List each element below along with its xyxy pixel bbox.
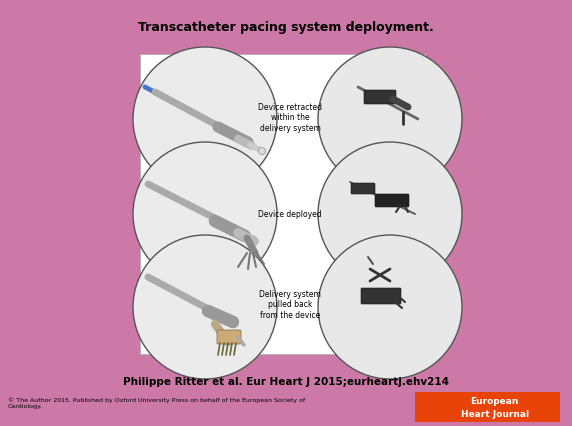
FancyBboxPatch shape	[364, 91, 396, 105]
Text: Delivery system
pulled back
from the device: Delivery system pulled back from the dev…	[259, 289, 321, 319]
Text: Philippe Ritter et al. Eur Heart J 2015;eurheartj.ehv214: Philippe Ritter et al. Eur Heart J 2015;…	[123, 376, 449, 386]
FancyBboxPatch shape	[415, 392, 560, 422]
Text: Device deployed: Device deployed	[258, 210, 322, 219]
Text: Heart Journal: Heart Journal	[460, 409, 529, 418]
FancyBboxPatch shape	[351, 184, 375, 195]
Circle shape	[318, 236, 462, 379]
FancyBboxPatch shape	[375, 195, 409, 207]
Circle shape	[318, 48, 462, 192]
FancyBboxPatch shape	[217, 330, 241, 344]
Text: Device retracted
within the
delivery system: Device retracted within the delivery sys…	[258, 103, 322, 132]
FancyBboxPatch shape	[140, 55, 425, 354]
Circle shape	[133, 48, 277, 192]
Circle shape	[133, 236, 277, 379]
Text: © The Author 2015. Published by Oxford University Press on behalf of the Europea: © The Author 2015. Published by Oxford U…	[8, 396, 305, 408]
FancyBboxPatch shape	[361, 288, 401, 304]
Text: European: European	[471, 397, 519, 406]
Circle shape	[259, 148, 265, 155]
Circle shape	[133, 143, 277, 286]
Circle shape	[318, 143, 462, 286]
Text: Transcatheter pacing system deployment.: Transcatheter pacing system deployment.	[138, 21, 434, 35]
